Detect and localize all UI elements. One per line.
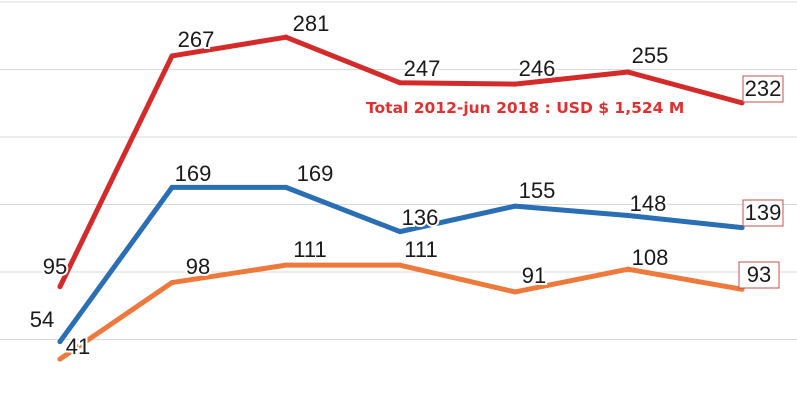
data-point (57, 284, 63, 290)
data-label: 281 (293, 11, 330, 36)
data-label: 108 (632, 245, 669, 270)
gridlines (0, 1, 797, 340)
data-label: 255 (632, 43, 669, 68)
series-line-3 (57, 262, 745, 362)
data-label: 95 (43, 254, 67, 279)
data-point (625, 69, 631, 75)
data-label: 267 (178, 27, 215, 52)
data-point (625, 213, 631, 219)
data-point (397, 229, 403, 235)
data-label: 136 (402, 205, 439, 230)
data-label: 247 (404, 56, 441, 81)
data-point (625, 266, 631, 272)
series-lines (57, 34, 745, 362)
data-label: 169 (297, 161, 334, 186)
data-point (57, 356, 63, 362)
data-point (169, 280, 175, 286)
data-label: 91 (522, 263, 546, 288)
data-labels: 95 267 281 247 246 255 232 54 169 169 136 155 148 139… (28, 9, 784, 361)
data-point (512, 289, 518, 295)
data-label: 111 (404, 237, 437, 262)
data-label-box (742, 75, 784, 103)
data-point (512, 81, 518, 87)
data-label-box (742, 199, 784, 227)
data-label: 148 (630, 191, 667, 216)
data-label: 232 (745, 76, 782, 101)
data-label: 169 (175, 161, 212, 186)
data-point (283, 184, 289, 190)
data-point (397, 80, 403, 86)
data-label: 139 (745, 200, 782, 225)
data-label: 41 (66, 334, 90, 359)
data-label-box (738, 261, 780, 289)
data-point (169, 184, 175, 190)
data-label: 246 (519, 56, 556, 81)
data-point (169, 53, 175, 59)
data-point (283, 262, 289, 268)
total-annotation: Total 2012-jun 2018 : USD $ 1,524 M (366, 99, 684, 117)
data-point (397, 262, 403, 268)
data-label: 93 (747, 262, 771, 287)
data-point (512, 203, 518, 209)
data-label: 155 (519, 178, 556, 203)
data-label: 54 (30, 307, 54, 332)
data-label: 111 (293, 237, 326, 262)
data-point (283, 34, 289, 40)
data-label: 98 (186, 254, 210, 279)
data-point (57, 339, 63, 345)
